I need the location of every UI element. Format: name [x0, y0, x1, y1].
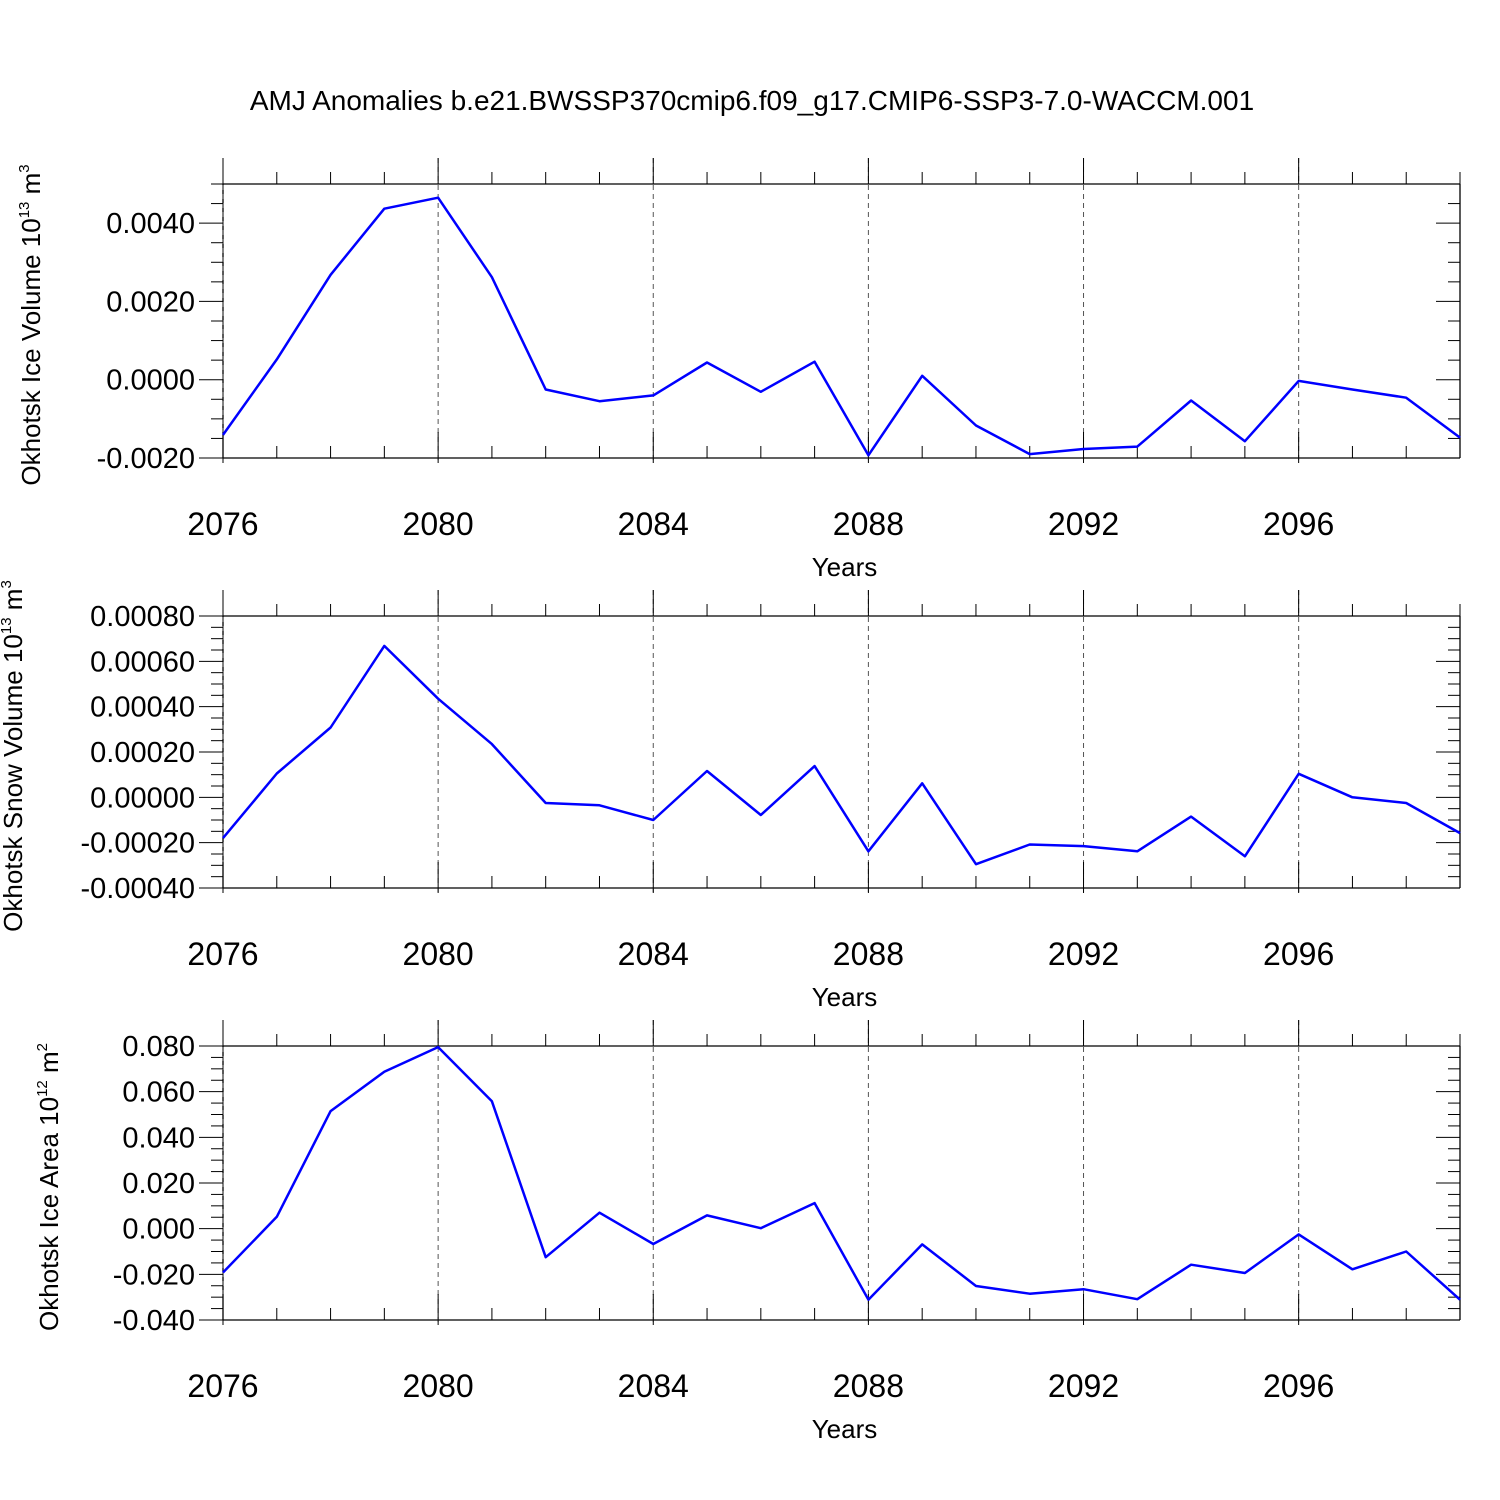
- panel-ice-area-ylabel-exp: 12: [34, 1080, 51, 1097]
- panel-ice-volume-xtick-labels: 2076 2080 2084 2088 2092 2096: [187, 506, 1334, 542]
- panel-ice-volume-series-line: [221, 196, 1461, 457]
- panel-snow-volume-xtick-label-2: 2084: [618, 936, 689, 972]
- panel-ice-area-ytick-label-0: -0.040: [113, 1305, 195, 1337]
- panel-snow-volume-ytick-labels: -0.00040 -0.00020 0.00000 0.00020 0.00040 0.0…: [81, 601, 196, 905]
- panel-ice-area-ylabel-unit: m: [34, 1051, 64, 1073]
- panel-ice-area-ytick-label-5: 0.060: [122, 1077, 195, 1109]
- panel-ice-area-ticks: [199, 1020, 1461, 1325]
- panel-snow-volume-xtick-labels: 2076 2080 2084 2088 2092 2096: [187, 936, 1334, 972]
- figure-title: AMJ Anomalies b.e21.BWSSP370cmip6.f09_g1…: [250, 85, 1254, 116]
- panel-ice-volume-ytick-label-3: 0.0040: [106, 208, 195, 240]
- panel-snow-volume: -0.00040 -0.00020 0.00000 0.00020 0.00040 0.0…: [0, 580, 1461, 1012]
- panel-ice-volume-ylabel-unit-exp: 3: [16, 164, 33, 172]
- panel-snow-volume-ytick-label-2: 0.00000: [90, 782, 195, 814]
- panel-snow-volume-ticks: [199, 590, 1461, 893]
- panel-snow-volume-xtick-label-1: 2080: [403, 936, 474, 972]
- panel-snow-volume-xtick-label-0: 2076: [187, 936, 258, 972]
- panel-ice-area-grid: [222, 1020, 1300, 1325]
- panel-ice-area: -0.040 -0.020 0.000 0.020 0.040 0.060 0.080 20…: [34, 1020, 1461, 1444]
- panel-ice-volume-xtick-label-3: 2088: [833, 506, 904, 542]
- panel-ice-area-ylabel-space: [34, 1073, 64, 1080]
- panel-ice-area-ylabel: Okhotsk Ice Area 1012 m2: [34, 1043, 64, 1331]
- panel-ice-volume-ylabel-unit: m: [16, 173, 46, 195]
- panel-ice-area-ytick-label-1: -0.020: [113, 1259, 195, 1291]
- panel-snow-volume-ylabel-space: [0, 610, 28, 617]
- panel-ice-area-ytick-labels: -0.040 -0.020 0.000 0.020 0.040 0.060 0.080: [113, 1031, 195, 1337]
- panel-ice-area-xtick-label-3: 2088: [833, 1368, 904, 1404]
- panel-ice-volume-ytick-label-1: 0.0000: [106, 365, 195, 397]
- panel-snow-volume-xtick-label-3: 2088: [833, 936, 904, 972]
- panel-ice-volume-ylabel-space: [16, 194, 46, 201]
- panel-ice-volume-grid: [222, 158, 1300, 463]
- panel-snow-volume-ytick-label-5: 0.00060: [90, 646, 195, 678]
- panel-ice-area-xtick-label-2: 2084: [618, 1368, 689, 1404]
- panel-snow-volume-ylabel-unit: m: [0, 589, 28, 611]
- panel-snow-volume-series-line: [222, 644, 1461, 866]
- panel-ice-area-ytick-label-2: 0.000: [122, 1214, 195, 1246]
- panel-ice-volume-xtick-label-1: 2080: [403, 506, 474, 542]
- panel-ice-area-series-line: [222, 1045, 1461, 1301]
- panel-ice-volume-ticks: [199, 158, 1461, 463]
- panel-ice-area-ytick-label-6: 0.080: [122, 1031, 195, 1063]
- panel-ice-area-ylabel-text: Okhotsk Ice Area 10: [34, 1097, 64, 1331]
- panel-ice-area-xtick-label-5: 2096: [1263, 1368, 1334, 1404]
- panel-ice-area-xtick-label-4: 2092: [1048, 1368, 1119, 1404]
- panel-snow-volume-ytick-label-0: -0.00040: [81, 873, 196, 905]
- panel-snow-volume-xtick-label-5: 2096: [1263, 936, 1334, 972]
- panel-ice-volume-ylabel-text: Okhotsk Ice Volume 10: [16, 218, 46, 485]
- panel-ice-volume-ytick-label-0: -0.0020: [97, 443, 195, 475]
- panel-snow-volume-ytick-label-1: -0.00020: [81, 828, 196, 860]
- panel-ice-area-xtick-label-0: 2076: [187, 1368, 258, 1404]
- panel-ice-volume-xtick-label-0: 2076: [187, 506, 258, 542]
- panel-snow-volume-ytick-label-6: 0.00080: [90, 601, 195, 633]
- panel-ice-volume-ytick-label-2: 0.0020: [106, 286, 195, 318]
- panel-ice-volume-xlabel: Years: [812, 552, 878, 582]
- panel-snow-volume-ylabel-text: Okhotsk Snow Volume 10: [0, 634, 28, 932]
- panel-snow-volume-ylabel-exp: 13: [0, 617, 15, 634]
- panel-snow-volume-ytick-label-3: 0.00020: [90, 737, 195, 769]
- panel-ice-area-ytick-label-4: 0.040: [122, 1122, 195, 1154]
- panel-ice-volume-xtick-label-4: 2092: [1048, 506, 1119, 542]
- panel-ice-volume-xtick-label-2: 2084: [618, 506, 689, 542]
- panel-snow-volume-xlabel: Years: [812, 982, 878, 1012]
- panel-ice-area-xlabel: Years: [812, 1414, 878, 1444]
- panel-snow-volume-ylabel-unit-exp: 3: [0, 580, 15, 588]
- panel-ice-volume-ytick-labels: -0.0020 0.0000 0.0020 0.0040: [97, 208, 195, 475]
- panel-ice-area-ylabel-unit-exp: 2: [34, 1043, 51, 1051]
- panel-ice-volume-xtick-label-5: 2096: [1263, 506, 1334, 542]
- panel-ice-area-ytick-label-3: 0.020: [122, 1168, 195, 1200]
- panel-snow-volume-xtick-label-4: 2092: [1048, 936, 1119, 972]
- panel-ice-area-xtick-labels: 2076 2080 2084 2088 2092 2096: [187, 1368, 1334, 1404]
- panel-ice-volume-ylabel: Okhotsk Ice Volume 1013 m3: [16, 164, 46, 485]
- panel-snow-volume-grid: [222, 590, 1300, 893]
- panel-ice-area-xtick-label-1: 2080: [403, 1368, 474, 1404]
- panel-ice-volume-ylabel-exp: 13: [16, 202, 33, 219]
- panel-snow-volume-ytick-label-4: 0.00040: [90, 692, 195, 724]
- panel-snow-volume-ylabel: Okhotsk Snow Volume 1013 m3: [0, 580, 28, 932]
